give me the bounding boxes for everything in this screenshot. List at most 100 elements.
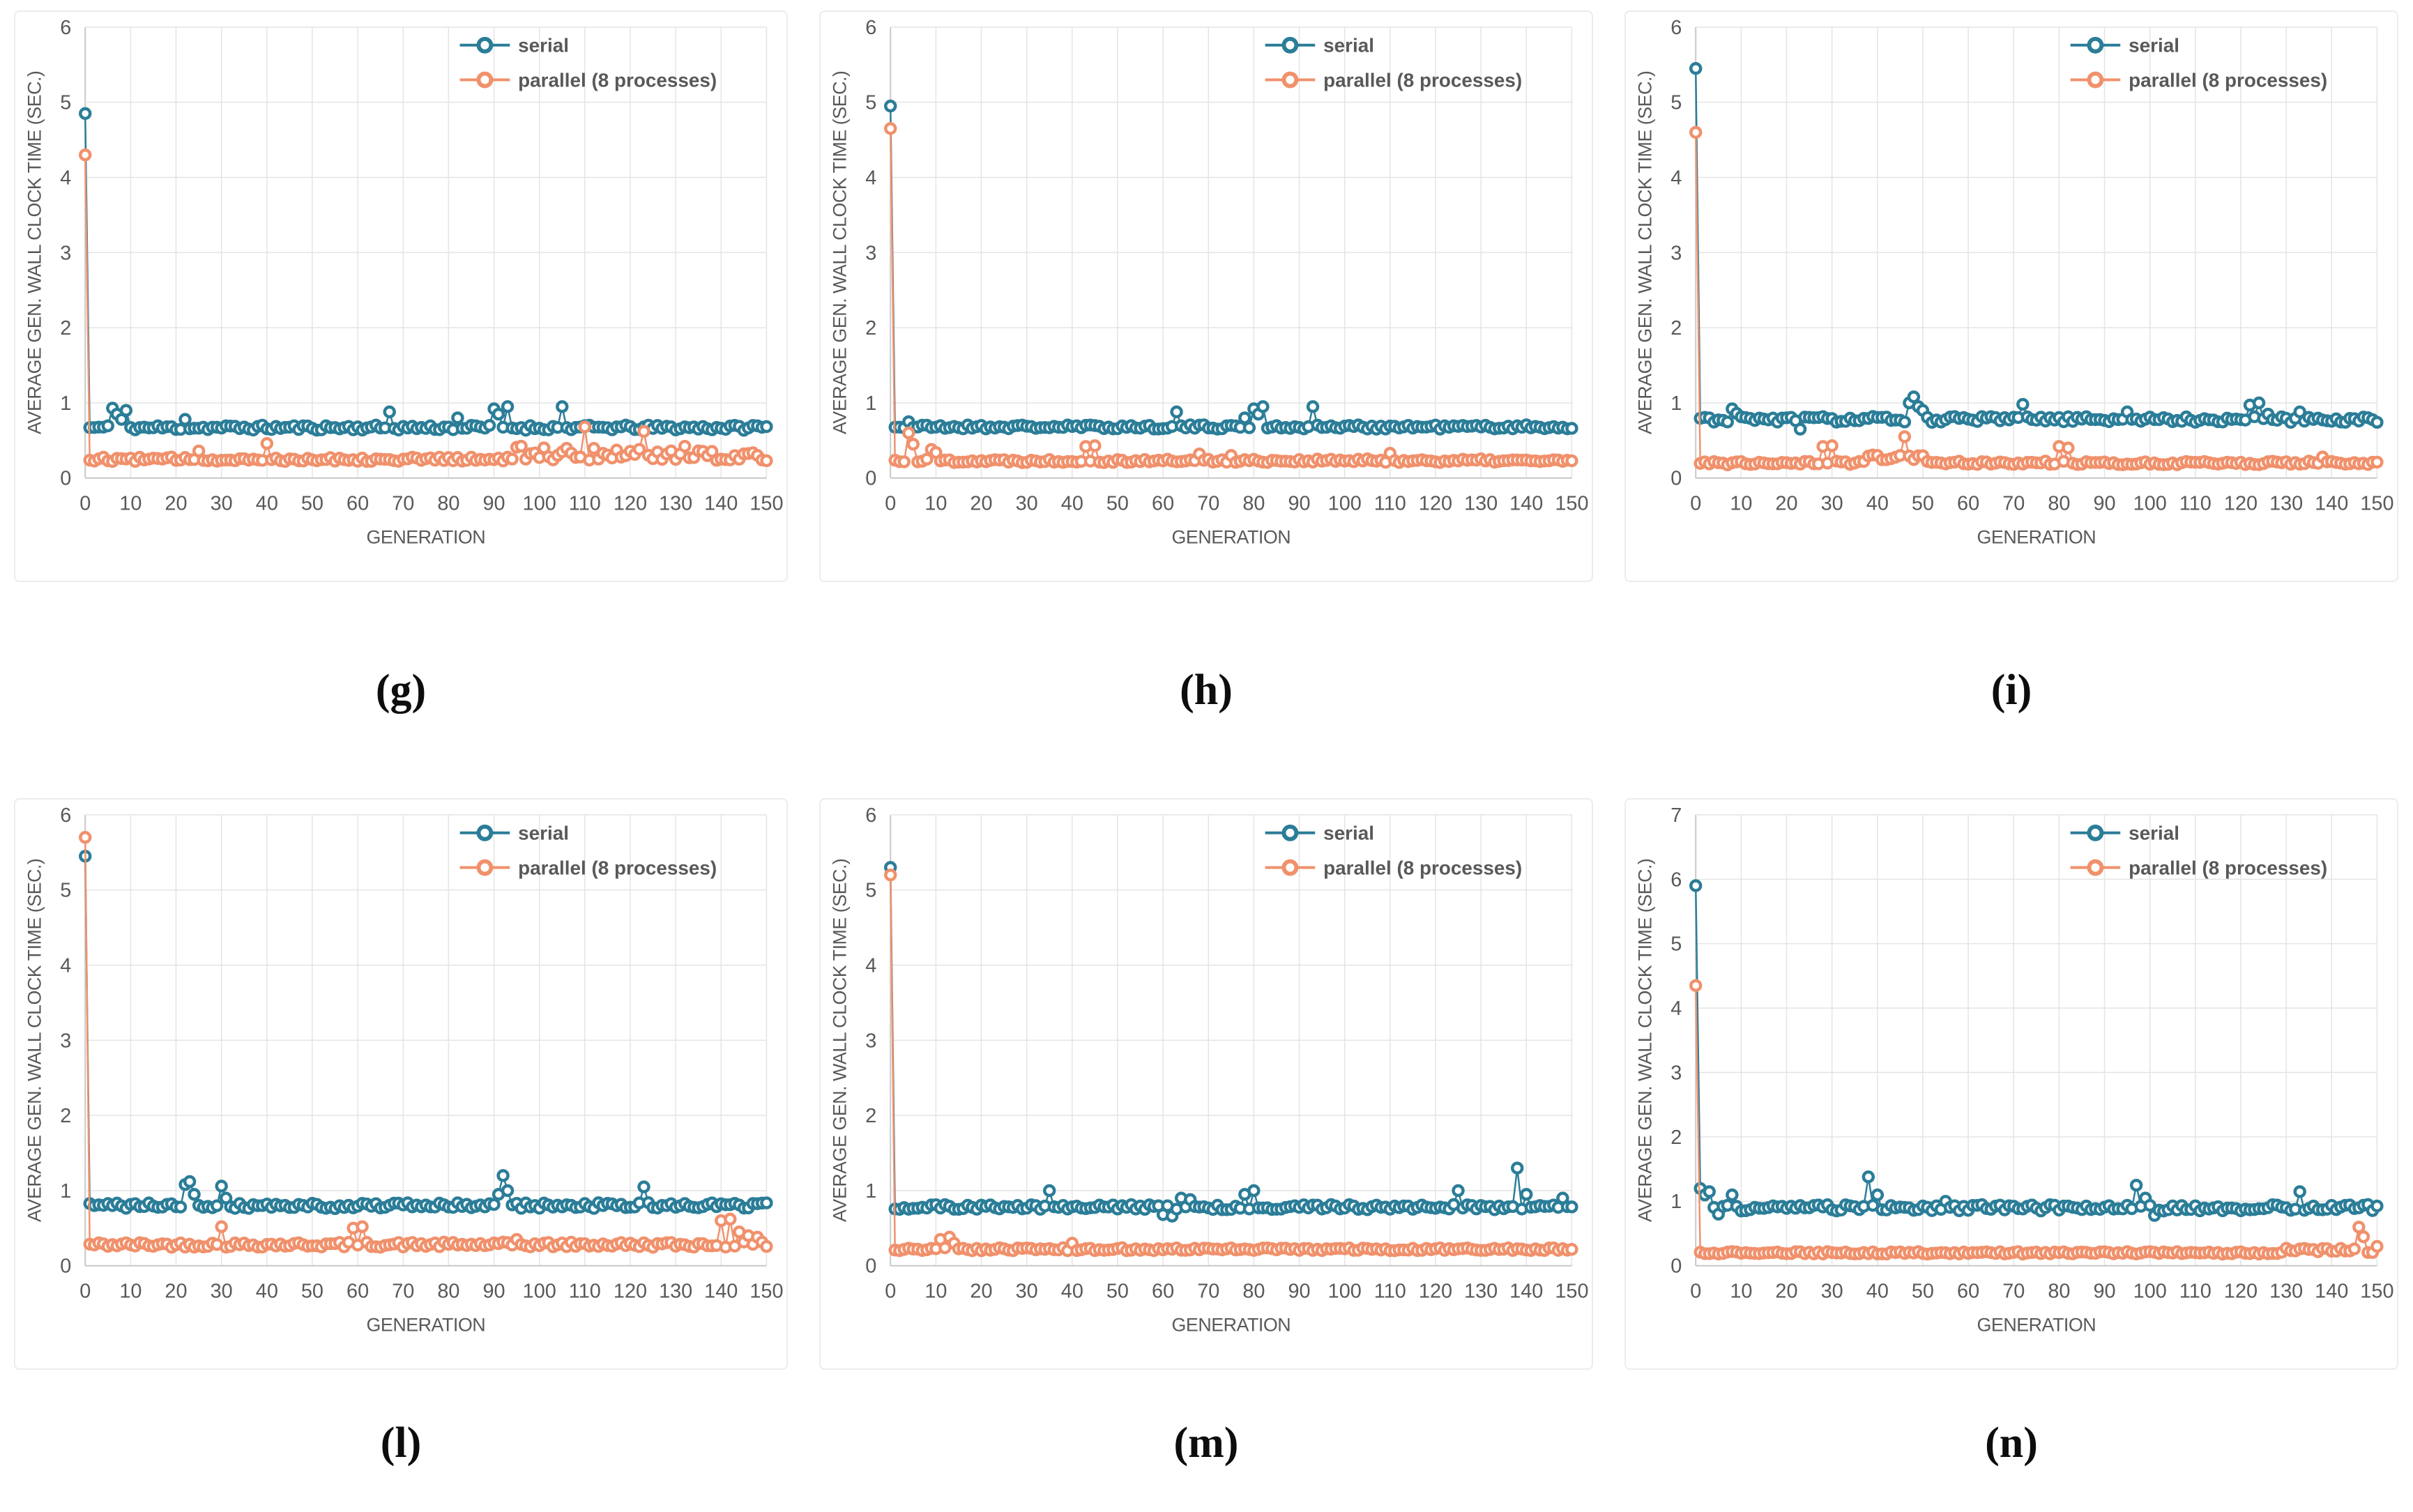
- grid-lines: [1695, 814, 2378, 1267]
- grid-lines: [84, 814, 768, 1267]
- svg-text:1: 1: [60, 392, 71, 415]
- svg-text:10: 10: [1730, 1280, 1752, 1302]
- svg-text:10: 10: [1730, 492, 1752, 514]
- svg-text:50: 50: [1912, 492, 1934, 514]
- axis-labels: 0 10 20 30 40 50 60 70 80 90 100 110 120 130 140 150 0 1 2…: [24, 17, 784, 547]
- svg-text:80: 80: [1242, 1280, 1265, 1302]
- x-axis-title: GENERATION: [367, 526, 486, 547]
- y-axis-title: AVERAGE GEN. WALL CLOCK TIME (SEC.): [1635, 71, 1656, 434]
- svg-text:20: 20: [970, 492, 992, 514]
- svg-text:120: 120: [614, 492, 647, 514]
- svg-text:3: 3: [865, 1030, 876, 1052]
- series-markers-parallel: [1689, 979, 2384, 1261]
- legend-marker-icon: [2087, 71, 2104, 89]
- x-axis-title: GENERATION: [1172, 526, 1291, 547]
- svg-text:30: 30: [211, 492, 233, 514]
- svg-text:120: 120: [1419, 1280, 1452, 1302]
- svg-text:2: 2: [865, 317, 876, 339]
- svg-text:30: 30: [1821, 1280, 1843, 1302]
- grid-lines: [1695, 26, 2378, 479]
- y-axis-title: AVERAGE GEN. WALL CLOCK TIME (SEC.): [830, 859, 851, 1222]
- svg-text:3: 3: [1670, 1062, 1682, 1084]
- chart-svg-i: 0 10 20 30 40 50 60 70 80 90 100 110 120 130 140 150 0 1 2…: [1635, 17, 2394, 547]
- svg-text:120: 120: [1419, 492, 1452, 514]
- svg-text:4: 4: [60, 167, 71, 189]
- svg-text:60: 60: [347, 1280, 369, 1302]
- axis-labels: 0 10 20 30 40 50 60 70 80 90 100 110 120 130 140 150 0 1 2…: [1635, 17, 2394, 547]
- series-markers-parallel: [79, 831, 773, 1254]
- legend-label: serial: [1323, 35, 1374, 56]
- svg-text:3: 3: [1670, 242, 1682, 264]
- svg-text:100: 100: [1328, 492, 1362, 514]
- figure-caption-m: (m): [1173, 1419, 1239, 1467]
- svg-text:4: 4: [60, 954, 71, 977]
- chart-svg-g: 0 10 20 30 40 50 60 70 80 90 100 110 120 130 140 150 0 1 2…: [24, 17, 784, 547]
- legend-marker-icon: [1281, 824, 1299, 841]
- figure-caption-h: (h): [1180, 666, 1233, 714]
- svg-text:30: 30: [1016, 1280, 1038, 1302]
- legend-marker-icon: [2087, 824, 2104, 841]
- series-line-parallel: [889, 128, 1572, 464]
- svg-text:30: 30: [211, 1280, 233, 1302]
- svg-text:40: 40: [1061, 492, 1083, 514]
- svg-text:0: 0: [1670, 468, 1682, 490]
- series-markers-serial: [884, 861, 1578, 1223]
- svg-text:60: 60: [1152, 1280, 1174, 1302]
- chart-svg-h: 0 10 20 30 40 50 60 70 80 90 100 110 120 130 140 150 0 1 2…: [830, 17, 1589, 547]
- svg-text:70: 70: [1197, 1280, 1219, 1302]
- y-axis-title: AVERAGE GEN. WALL CLOCK TIME (SEC.): [24, 71, 45, 434]
- svg-text:60: 60: [1957, 492, 1979, 514]
- svg-text:0: 0: [1670, 1255, 1682, 1278]
- svg-text:20: 20: [970, 1280, 992, 1302]
- figure-caption-g: (g): [375, 666, 427, 714]
- svg-text:5: 5: [1670, 92, 1682, 114]
- chart-panel-i: 0 10 20 30 40 50 60 70 80 90 100 110 120 130 140 150 0 1 2…: [1624, 10, 2398, 582]
- svg-text:4: 4: [865, 954, 876, 977]
- legend-label: parallel (8 processes): [2129, 857, 2327, 878]
- legend-label: serial: [518, 35, 569, 56]
- svg-text:0: 0: [885, 492, 896, 514]
- svg-text:4: 4: [865, 167, 876, 189]
- svg-text:0: 0: [1690, 1280, 1701, 1302]
- svg-text:2: 2: [1670, 1127, 1682, 1149]
- svg-text:6: 6: [60, 804, 71, 827]
- svg-text:130: 130: [659, 1280, 692, 1302]
- svg-text:3: 3: [60, 242, 71, 264]
- svg-text:60: 60: [1152, 492, 1174, 514]
- series-line-parallel: [889, 875, 1572, 1252]
- svg-text:10: 10: [924, 1280, 947, 1302]
- svg-text:0: 0: [865, 468, 876, 490]
- svg-text:50: 50: [301, 492, 323, 514]
- svg-text:5: 5: [60, 880, 71, 902]
- series-line-serial: [84, 113, 767, 432]
- svg-text:2: 2: [865, 1105, 876, 1127]
- svg-text:0: 0: [79, 1280, 91, 1302]
- svg-text:90: 90: [1288, 1280, 1310, 1302]
- svg-text:150: 150: [2360, 1280, 2393, 1302]
- caption-row-top: (g) (h) (i): [0, 582, 2413, 798]
- svg-text:50: 50: [1912, 1280, 1934, 1302]
- series-markers-parallel: [1689, 125, 2384, 472]
- series-markers-parallel: [884, 868, 1578, 1258]
- svg-text:120: 120: [2224, 492, 2258, 514]
- svg-text:150: 150: [749, 1280, 783, 1302]
- svg-text:110: 110: [569, 492, 601, 514]
- legend-marker-icon: [476, 36, 494, 54]
- grid-lines: [890, 814, 1573, 1267]
- svg-text:140: 140: [704, 492, 738, 514]
- series-markers-serial: [79, 849, 773, 1216]
- svg-text:70: 70: [2002, 492, 2025, 514]
- svg-text:90: 90: [482, 492, 505, 514]
- legend: serial parallel (8 processes): [459, 35, 717, 91]
- svg-text:6: 6: [1670, 17, 1682, 39]
- svg-text:40: 40: [1866, 492, 1889, 514]
- series-line-serial: [1694, 885, 2378, 1217]
- legend-label: serial: [518, 823, 569, 844]
- svg-text:120: 120: [2224, 1280, 2258, 1302]
- svg-text:40: 40: [256, 1280, 278, 1302]
- svg-text:80: 80: [437, 1280, 459, 1302]
- svg-text:90: 90: [482, 1280, 505, 1302]
- svg-text:6: 6: [60, 17, 71, 39]
- svg-text:0: 0: [865, 1255, 876, 1278]
- svg-text:50: 50: [1106, 1280, 1129, 1302]
